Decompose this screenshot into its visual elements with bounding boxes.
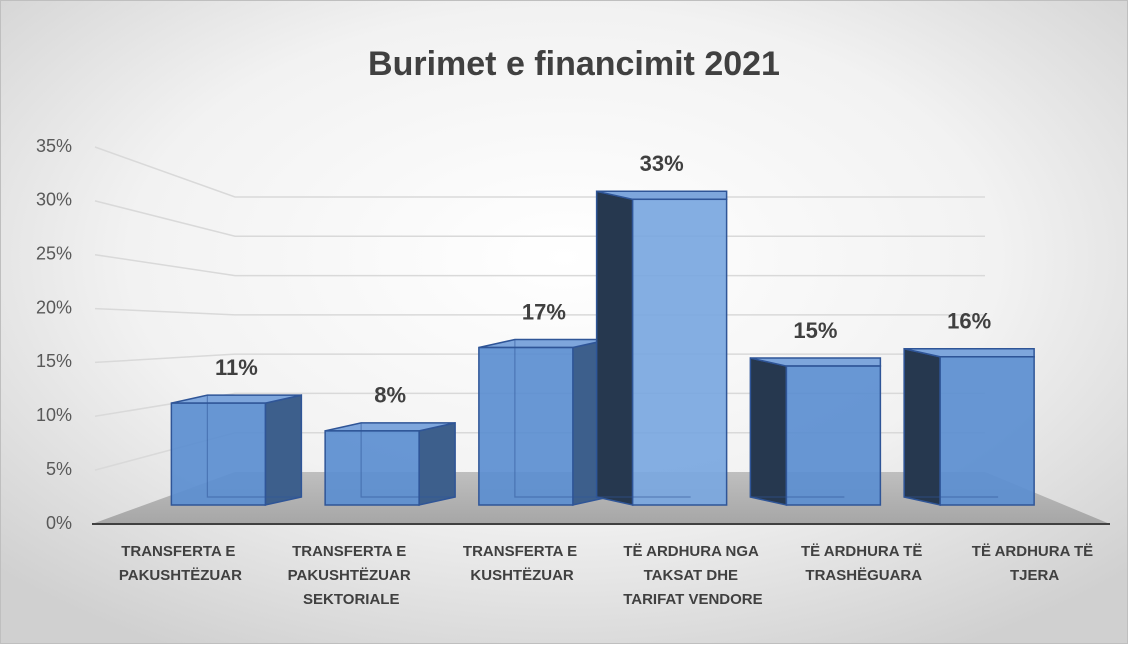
bar-edge [514,339,609,498]
grid-line [94,253,985,277]
x-tick-label: TRANSFERTA E KUSHTËZUAR [463,543,581,584]
x-tick-line: TARIFAT VENDORE [623,591,762,608]
bar [595,190,728,506]
y-tick-label: 5% [46,459,72,479]
value-label: 33% [640,151,684,176]
bar-front [785,365,882,506]
x-tick-line: TAKSAT DHE [644,567,743,584]
bar-side [264,394,303,506]
y-tick-label: 10% [36,405,72,425]
grid-line [94,146,985,198]
value-label: 17% [522,299,566,324]
y-tick-label: 25% [36,243,72,263]
x-tick-label: TRANSFERTA E PAKUSHTËZUAR [119,543,242,584]
x-tick-line: TJERA [1010,567,1059,584]
x-tick-line: TË ARDHURA NGA [623,543,762,560]
grid-line [94,392,985,418]
value-label: 15% [793,318,837,343]
bar-edge [596,191,691,498]
bar-front [939,356,1035,506]
value-label: 16% [947,309,991,334]
bar-side [595,190,634,506]
x-tick-line: TË ARDHURA TË [801,543,927,560]
bar [324,421,456,506]
bar-edge [749,358,845,498]
value-label: 11% [215,355,258,380]
bar-front [170,402,267,506]
x-tick-line: TË ARDHURA TË [972,543,1098,560]
x-tick-label: TË ARDHURA TË TRASHËGUARA [801,543,927,584]
chart-title: Burimet e financimit 2021 [368,45,780,83]
bar [903,347,1035,506]
bar [478,338,610,506]
bar-edge [903,348,999,498]
value-label: 8% [374,383,406,408]
bar-front [631,198,728,506]
bar-side [903,347,941,506]
x-tick-line: PAKUSHTËZUAR [288,567,415,584]
y-tick-label: 35% [36,136,72,156]
bar [170,394,303,506]
bar-edge [360,422,456,498]
x-tick-line: SEKTORIALE [303,591,399,608]
x-tick-line: KUSHTËZUAR [470,567,573,584]
bar-front [478,346,574,506]
bar-edge [206,395,302,498]
grid-line [94,353,985,364]
bar-front [324,430,420,506]
x-tick-line: TRANSFERTA E [121,543,239,560]
grid-line [94,200,985,238]
bar-side [749,357,788,506]
x-tick-line: TRASHËGUARA [805,567,922,584]
x-tick-label: TË ARDHURA NGA TAKSAT DHE TARIFAT VENDOR… [623,543,762,608]
x-tick-line: TRANSFERTA E [292,543,410,560]
x-tick-line: PAKUSHTËZUAR [119,567,242,584]
x-tick-label: TRANSFERTA E PAKUSHTËZUAR SEKTORIALE [288,543,415,608]
grid-line [94,307,985,316]
y-tick-label: 0% [46,513,72,533]
x-tick-line: TRANSFERTA E [463,543,581,560]
y-tick-label: 30% [36,190,72,210]
y-tick-label: 15% [36,351,72,371]
y-tick-label: 20% [36,297,72,317]
bar-side [418,421,456,506]
bar [749,357,882,506]
x-tick-label: TË ARDHURA TË TJERA [972,543,1098,584]
